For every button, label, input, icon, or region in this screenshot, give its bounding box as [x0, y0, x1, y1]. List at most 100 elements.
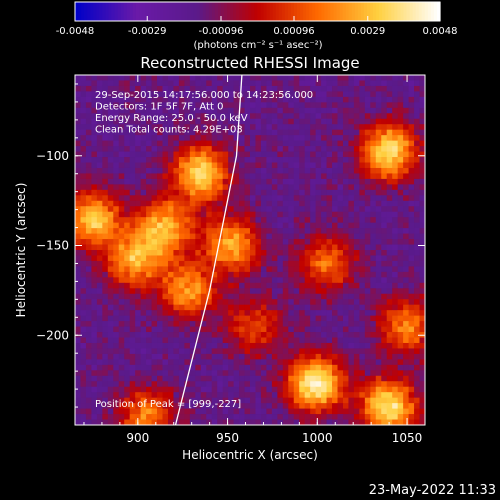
heatmap-cell [414, 107, 420, 114]
heatmap-cell [244, 342, 251, 349]
heatmap-cell [239, 250, 245, 256]
heatmap-cell [342, 211, 349, 218]
heatmap-cell [326, 364, 333, 371]
heatmap-cell [370, 233, 377, 240]
heatmap-cell [146, 102, 152, 109]
heatmap-cell [386, 414, 393, 420]
heatmap-cell [107, 102, 114, 109]
heatmap-cell [157, 304, 163, 311]
heatmap-cell [408, 277, 415, 284]
heatmap-cell [408, 282, 415, 289]
heatmap-cell [217, 244, 224, 251]
heatmap-cell [146, 260, 152, 267]
colorbar-segment [354, 2, 359, 21]
heatmap-cell [271, 244, 278, 251]
heatmap-cell [129, 277, 136, 284]
heatmap-cell [419, 75, 426, 81]
heatmap-cell [414, 299, 420, 306]
heatmap-cell [260, 178, 267, 185]
heatmap-cell [200, 162, 207, 169]
heatmap-cell [348, 129, 355, 136]
heatmap-cell [348, 414, 355, 420]
heatmap-cell [315, 75, 322, 81]
heatmap-cell [129, 353, 136, 360]
heatmap-cell [408, 397, 415, 404]
heatmap-cell [228, 397, 234, 404]
heatmap-cell [260, 140, 267, 147]
heatmap-cell [85, 332, 92, 338]
heatmap-cell [140, 211, 147, 218]
heatmap-cell [167, 118, 174, 125]
heatmap-cell [244, 375, 251, 382]
heatmap-cell [370, 102, 377, 109]
heatmap-cell [228, 85, 234, 92]
heatmap-cell [353, 403, 360, 409]
heatmap-cell [359, 167, 366, 174]
heatmap-cell [375, 211, 382, 218]
heatmap-cell [107, 157, 114, 163]
heatmap-cell [244, 326, 251, 333]
heatmap-cell [124, 222, 131, 229]
heatmap-cell [293, 304, 300, 311]
heatmap-cell [124, 107, 131, 114]
heatmap-cell [91, 266, 98, 273]
heatmap-cell [135, 244, 142, 251]
heatmap-cell [342, 85, 349, 92]
heatmap-cell [140, 167, 147, 174]
heatmap-cell [124, 102, 131, 109]
heatmap-cell [271, 75, 278, 81]
heatmap-cell [113, 178, 120, 185]
heatmap-cell [375, 419, 382, 426]
heatmap-cell [217, 282, 224, 289]
heatmap-cell [375, 342, 382, 349]
heatmap-cell [228, 162, 234, 169]
heatmap-cell [96, 217, 103, 224]
heatmap-cell [75, 124, 81, 131]
heatmap-cell [173, 146, 180, 152]
heatmap-cell [151, 173, 158, 180]
heatmap-cell [332, 244, 338, 251]
heatmap-cell [140, 304, 147, 311]
heatmap-cell [239, 244, 245, 251]
heatmap-cell [419, 282, 426, 289]
heatmap-cell [403, 178, 409, 185]
heatmap-cell [102, 348, 109, 355]
heatmap-cell [211, 315, 218, 322]
heatmap-cell [162, 403, 169, 409]
heatmap-cell [392, 184, 399, 191]
heatmap-cell [151, 304, 158, 311]
heatmap-cell [321, 348, 327, 355]
heatmap-cell [184, 419, 191, 426]
heatmap-cell [282, 118, 289, 125]
heatmap-cell [91, 244, 98, 251]
heatmap-cell [189, 337, 196, 344]
heatmap-cell [124, 184, 131, 191]
heatmap-cell [118, 408, 125, 415]
heatmap-cell [299, 315, 306, 322]
heatmap-cell [255, 386, 262, 393]
heatmap-cell [124, 211, 131, 218]
heatmap-cell [315, 228, 322, 234]
colorbar-tick-label: 0.0048 [423, 26, 458, 37]
heatmap-cell [129, 321, 136, 327]
heatmap-cell [162, 337, 169, 344]
heatmap-cell [217, 195, 224, 202]
heatmap-cell [370, 332, 377, 338]
heatmap-cell [337, 315, 344, 322]
heatmap-cell [85, 255, 92, 262]
heatmap-cell [228, 228, 234, 234]
heatmap-cell [293, 260, 300, 267]
heatmap-cell [321, 299, 327, 306]
heatmap-cell [304, 255, 311, 262]
heatmap-cell [326, 135, 333, 142]
heatmap-cell [173, 375, 180, 382]
colorbar-segment [379, 2, 383, 21]
heatmap-cell [304, 299, 311, 306]
heatmap-cell [167, 310, 174, 317]
heatmap-cell [184, 392, 191, 399]
heatmap-cell [381, 255, 388, 262]
heatmap-cell [184, 195, 191, 202]
heatmap-cell [129, 173, 136, 180]
heatmap-cell [195, 414, 202, 420]
heatmap-cell [85, 293, 92, 300]
